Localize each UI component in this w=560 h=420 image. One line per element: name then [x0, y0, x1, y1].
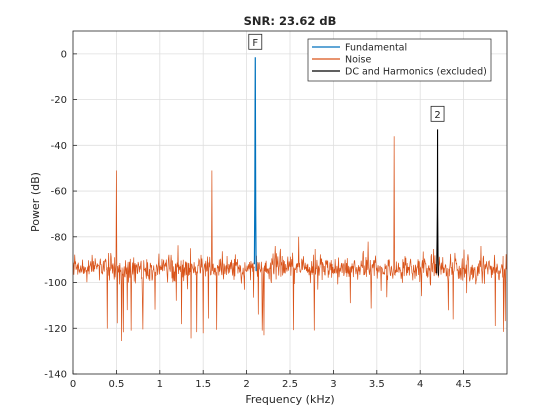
- x-tick-label: 3: [330, 379, 336, 390]
- harmonic-line: [436, 129, 439, 276]
- x-tick-label: 4.5: [456, 379, 472, 390]
- y-axis-ticks: 0 -20 -40 -60 -80 -100 -120 -140: [44, 49, 77, 381]
- fundamental-marker-box: [248, 33, 263, 50]
- peak-markers: F2: [248, 33, 445, 122]
- x-axis-label: Frequency (kHz): [245, 393, 334, 406]
- x-tick-label: 2.5: [282, 379, 298, 390]
- y-tick-label: -100: [44, 278, 67, 289]
- legend-entry-label: DC and Harmonics (excluded): [345, 67, 487, 78]
- legend-box: [307, 38, 492, 82]
- x-axis-ticks: 0 0.5 1 1.5 2 2.5 3 3.5 4 4.5: [70, 370, 472, 390]
- x-tick-label: 0: [70, 379, 76, 390]
- x-tick-label: 2: [243, 379, 249, 390]
- y-tick-label: -20: [51, 95, 67, 106]
- y-tick-label: -60: [51, 187, 67, 198]
- y-axis-label: Power (dB): [29, 172, 42, 232]
- harmonic-marker-label: 2: [434, 110, 440, 121]
- legend-entry-label: Noise: [345, 55, 372, 66]
- legend-entry-label: Fundamental: [345, 43, 407, 54]
- y-tick-label: -140: [44, 370, 67, 381]
- y-tick-label: 0: [61, 49, 67, 60]
- harmonic-marker-box: [430, 105, 445, 122]
- y-tick-label: -80: [51, 232, 67, 243]
- noise-line: [73, 170, 255, 342]
- chart-title: SNR: 23.62 dB: [244, 14, 337, 28]
- y-tick-label: -120: [44, 324, 67, 335]
- grid: [72, 31, 507, 375]
- noise-line: [255, 136, 438, 336]
- x-tick-label: 0.5: [108, 379, 124, 390]
- fundamental-line: [253, 57, 257, 272]
- x-tick-label: 3.5: [369, 379, 385, 390]
- x-tick-label: 1.5: [195, 379, 211, 390]
- y-tick-label: -40: [51, 141, 67, 152]
- fundamental-marker-label: F: [252, 38, 258, 49]
- plot-area: [73, 57, 507, 342]
- x-tick-label: 4: [417, 379, 423, 390]
- noise-line: [438, 245, 507, 332]
- x-tick-label: 1: [157, 379, 163, 390]
